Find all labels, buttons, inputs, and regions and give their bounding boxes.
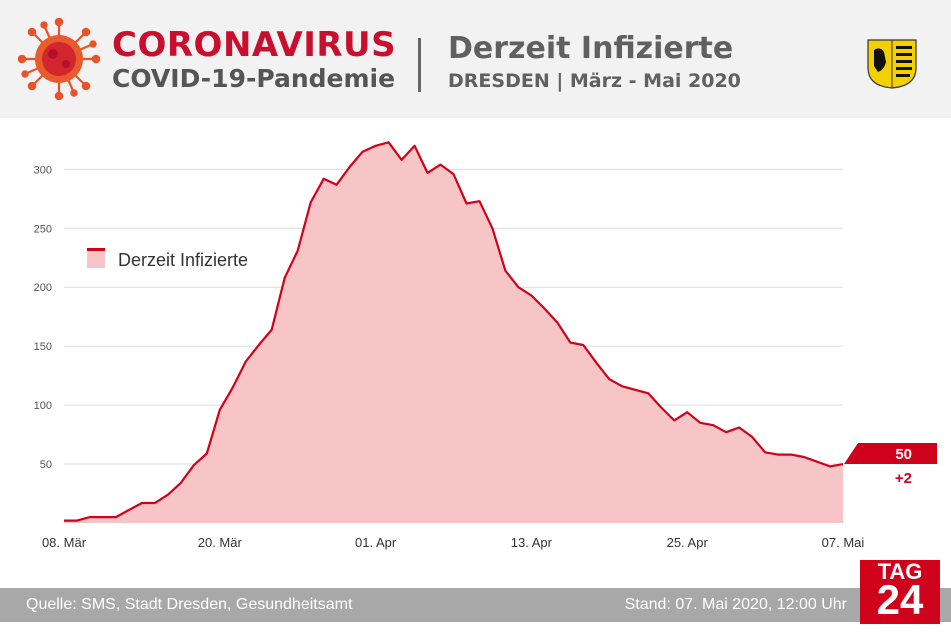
header-title: CORONAVIRUS (112, 25, 397, 65)
header-divider (418, 38, 421, 92)
last-value-label: 50 +2 (844, 443, 937, 487)
logo-line2: 24 (876, 576, 924, 623)
last-value: 50 (895, 446, 912, 463)
y-tick-label: 50 (40, 459, 52, 471)
chart-title: Derzeit Infizierte (448, 31, 734, 66)
chart-subtitle: DRESDEN | März - Mai 2020 (448, 70, 741, 92)
series-area-derzeit-infizierte (64, 142, 843, 524)
chart: 50 100 150 200 250 300 08. Mär 20. Mär 01. Apr 1… (34, 141, 937, 550)
header-subtitle: COVID-19-Pandemie (112, 64, 396, 93)
last-value-flag (844, 443, 937, 464)
legend-swatch-line (87, 248, 105, 251)
logo-line1: TAG (877, 559, 923, 584)
series-line-derzeit-infizierte (64, 141, 844, 522)
x-axis-ticks: 08. Mär 20. Mär 01. Apr 13. Apr 25. Apr 07. M… (42, 535, 864, 550)
y-axis-ticks: 50 100 150 200 250 300 (34, 164, 52, 471)
y-tick-label: 250 (34, 223, 52, 235)
y-tick-label: 150 (34, 341, 52, 353)
footer-timestamp: Stand: 07. Mai 2020, 12:00 Uhr (624, 596, 847, 613)
x-tick-label: 20. Mär (198, 535, 243, 550)
dresden-crest-icon (867, 39, 917, 89)
y-tick-label: 200 (34, 282, 52, 294)
x-tick-label: 25. Apr (667, 535, 709, 550)
legend-label: Derzeit Infizierte (118, 250, 248, 270)
last-change: +2 (895, 470, 912, 487)
coronavirus-icon (18, 18, 100, 100)
footer: Quelle: SMS, Stadt Dresden, Gesundheitsa… (0, 588, 951, 622)
header: CORONAVIRUS COVID-19-Pandemie Derzeit In… (0, 0, 951, 118)
legend-swatch (87, 250, 105, 268)
y-tick-label: 100 (34, 400, 52, 412)
legend: Derzeit Infizierte (87, 248, 248, 270)
x-tick-label: 08. Mär (42, 535, 87, 550)
tag24-logo: TAG 24 (860, 560, 940, 624)
x-tick-label: 13. Apr (511, 535, 553, 550)
footer-source: Quelle: SMS, Stadt Dresden, Gesundheitsa… (26, 596, 353, 613)
y-tick-label: 300 (34, 164, 52, 176)
x-tick-label: 01. Apr (355, 535, 397, 550)
x-tick-label: 07. Mai (822, 535, 865, 550)
